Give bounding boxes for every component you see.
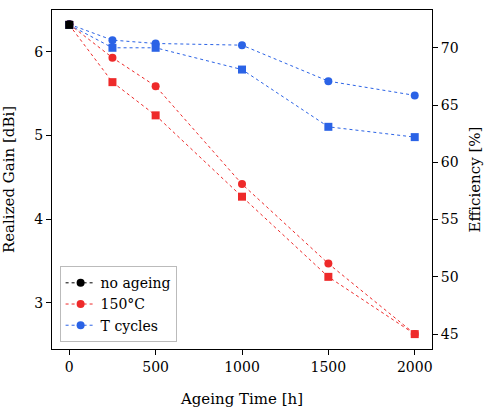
svg-text:1500: 1500 <box>311 359 347 375</box>
svg-text:T cycles: T cycles <box>101 318 158 334</box>
svg-text:5: 5 <box>34 127 43 143</box>
svg-text:45: 45 <box>441 326 459 342</box>
svg-text:65: 65 <box>441 97 459 113</box>
svg-text:3: 3 <box>34 295 43 311</box>
svg-text:Ageing Time [h]: Ageing Time [h] <box>180 390 303 408</box>
svg-text:150°C: 150°C <box>101 296 145 312</box>
svg-text:55: 55 <box>441 211 459 227</box>
svg-text:0: 0 <box>65 359 74 375</box>
svg-text:2000: 2000 <box>397 359 433 375</box>
svg-text:Realized Gain [dBi]: Realized Gain [dBi] <box>0 106 18 253</box>
svg-text:70: 70 <box>441 40 459 56</box>
svg-text:500: 500 <box>142 359 169 375</box>
svg-text:4: 4 <box>34 211 43 227</box>
svg-text:60: 60 <box>441 154 459 170</box>
svg-text:no ageing: no ageing <box>101 275 171 291</box>
svg-text:1000: 1000 <box>224 359 260 375</box>
svg-text:6: 6 <box>34 44 43 60</box>
svg-text:Efficiency [%]: Efficiency [%] <box>466 127 484 233</box>
svg-text:50: 50 <box>441 269 459 285</box>
